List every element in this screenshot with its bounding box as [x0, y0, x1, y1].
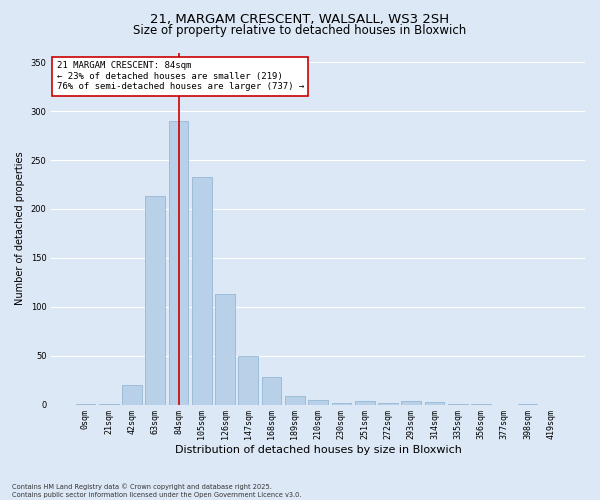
Text: 21, MARGAM CRESCENT, WALSALL, WS3 2SH: 21, MARGAM CRESCENT, WALSALL, WS3 2SH [151, 12, 449, 26]
Bar [401, 400, 421, 404]
Bar [355, 400, 374, 404]
Bar [308, 400, 328, 404]
Bar [122, 385, 142, 404]
Bar [378, 402, 398, 404]
Y-axis label: Number of detached properties: Number of detached properties [15, 152, 25, 306]
Text: 21 MARGAM CRESCENT: 84sqm
← 23% of detached houses are smaller (219)
76% of semi: 21 MARGAM CRESCENT: 84sqm ← 23% of detac… [56, 62, 304, 91]
Bar [425, 402, 445, 404]
Bar [215, 294, 235, 405]
Bar [332, 402, 352, 404]
Bar [285, 396, 305, 404]
Bar [145, 196, 165, 404]
Text: Size of property relative to detached houses in Bloxwich: Size of property relative to detached ho… [133, 24, 467, 37]
X-axis label: Distribution of detached houses by size in Bloxwich: Distribution of detached houses by size … [175, 445, 461, 455]
Bar [192, 176, 212, 404]
Bar [262, 377, 281, 404]
Text: Contains HM Land Registry data © Crown copyright and database right 2025.
Contai: Contains HM Land Registry data © Crown c… [12, 484, 302, 498]
Bar [238, 356, 258, 405]
Bar [169, 121, 188, 405]
